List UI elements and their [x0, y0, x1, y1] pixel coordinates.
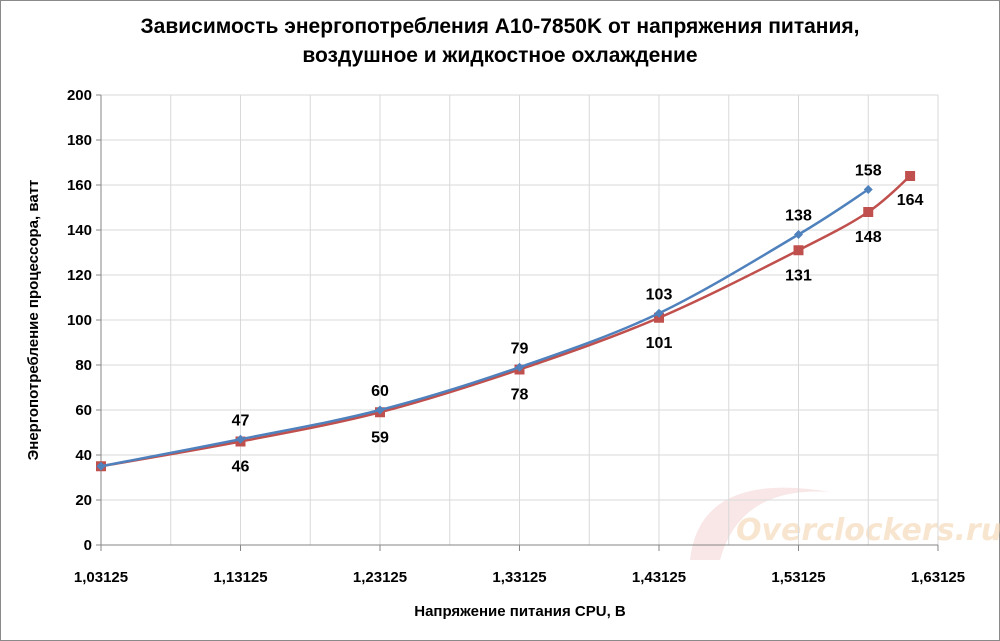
watermark-swoosh-icon — [690, 487, 830, 560]
axes: 0 20 40 60 80 100 120 140 160 180 200 1,03125 1,1312… — [67, 87, 965, 586]
series-line-1 — [100, 188, 869, 468]
data-point-diamond — [96, 461, 106, 471]
data-labels: 46 59 78 101 131 148 164 47 60 79 103 138 158 — [232, 163, 924, 476]
chart-title-line-2: воздушное и жидкостное охлаждение — [302, 44, 698, 67]
x-tick-label: 1,23125 — [353, 569, 407, 586]
data-point-diamond — [236, 434, 245, 444]
y-tick-label: 40 — [75, 447, 92, 464]
x-tick-label: 1,63125 — [911, 569, 965, 586]
data-label: 103 — [646, 286, 673, 303]
data-point-square — [905, 171, 916, 181]
data-point-diamond — [375, 405, 385, 415]
data-point-diamond — [794, 230, 803, 239]
y-tick-label: 60 — [75, 402, 92, 419]
data-label: 131 — [785, 267, 812, 284]
chart-title-line-1: Зависимость энергопотребления A10-7850K … — [140, 15, 860, 38]
y-tick-label: 100 — [67, 312, 92, 329]
y-tick-label: 200 — [67, 87, 92, 104]
data-point-square — [793, 245, 804, 256]
x-tick-label: 1,03125 — [74, 569, 128, 586]
y-tick-label: 80 — [75, 357, 92, 374]
data-point-square — [863, 207, 874, 217]
series-layer — [96, 171, 916, 472]
grid — [101, 94, 939, 545]
data-label: 164 — [897, 192, 924, 209]
chart-title: Зависимость энергопотребления A10-7850K … — [0, 12, 1000, 70]
data-label: 59 — [371, 429, 389, 446]
data-point-diamond — [654, 308, 664, 318]
watermark: Overclockers.ru — [690, 487, 1000, 560]
y-tick-label: 140 — [67, 222, 92, 239]
data-point-diamond — [515, 362, 524, 372]
x-axis-title: Напряжение питания CPU, В — [414, 603, 626, 620]
data-label: 79 — [511, 340, 529, 357]
data-label: 148 — [855, 229, 882, 246]
data-label: 158 — [855, 163, 882, 180]
y-axis-title: Энергопотребление процессора, ватт — [25, 180, 42, 461]
y-tick-label: 0 — [84, 537, 92, 554]
series-line-2 — [100, 175, 911, 468]
y-tick-label: 120 — [67, 267, 92, 284]
data-label: 78 — [511, 387, 529, 404]
y-tick-label: 20 — [75, 492, 92, 509]
data-label: 60 — [371, 383, 389, 400]
data-label: 101 — [646, 335, 673, 352]
x-tick-label: 1,13125 — [213, 569, 267, 586]
data-point-diamond — [863, 185, 873, 194]
y-tick-label: 180 — [67, 132, 92, 149]
data-label: 47 — [232, 412, 250, 429]
x-tick-label: 1,43125 — [632, 569, 686, 586]
data-label: 46 — [232, 459, 250, 476]
x-tick-label: 1,33125 — [492, 569, 546, 586]
data-label: 138 — [785, 208, 812, 225]
y-tick-label: 160 — [67, 177, 92, 194]
x-tick-label: 1,53125 — [771, 569, 825, 586]
